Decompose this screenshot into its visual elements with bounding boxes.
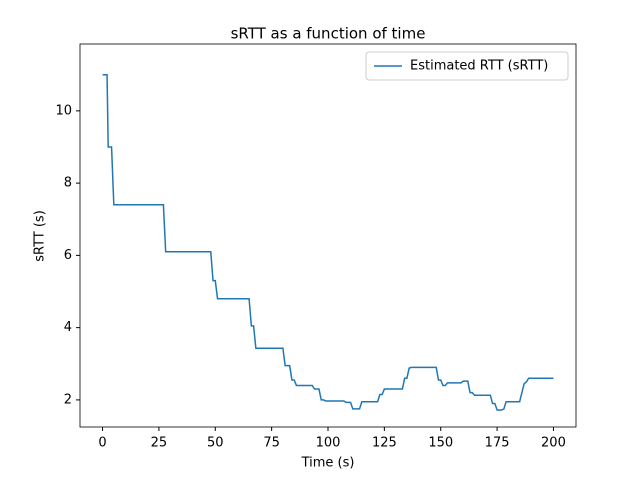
chart-title: sRTT as a function of time bbox=[231, 25, 426, 43]
x-tick-label: 125 bbox=[372, 436, 397, 451]
y-tick-label: 8 bbox=[64, 176, 72, 191]
y-tick-label: 6 bbox=[64, 248, 72, 263]
legend-label: Estimated RTT (sRTT) bbox=[410, 59, 548, 74]
x-tick-label: 200 bbox=[541, 436, 566, 451]
y-axis-label: sRTT (s) bbox=[33, 210, 48, 262]
y-tick-label: 10 bbox=[55, 103, 72, 118]
data-line bbox=[102, 73, 554, 411]
y-tick-label: 2 bbox=[64, 392, 72, 407]
x-tick-label: 0 bbox=[98, 436, 106, 451]
x-tick-label: 150 bbox=[428, 436, 453, 451]
x-tick-label: 100 bbox=[316, 436, 341, 451]
x-axis-label: Time (s) bbox=[301, 456, 355, 471]
x-tick-label: 175 bbox=[485, 436, 510, 451]
legend: Estimated RTT (sRTT) bbox=[365, 51, 569, 81]
x-tick-label: 75 bbox=[263, 436, 280, 451]
x-tick-label: 50 bbox=[207, 436, 224, 451]
y-tick-label: 4 bbox=[64, 320, 72, 335]
x-tick-label: 25 bbox=[151, 436, 168, 451]
axes-frame bbox=[79, 43, 577, 428]
legend-box bbox=[365, 51, 569, 81]
